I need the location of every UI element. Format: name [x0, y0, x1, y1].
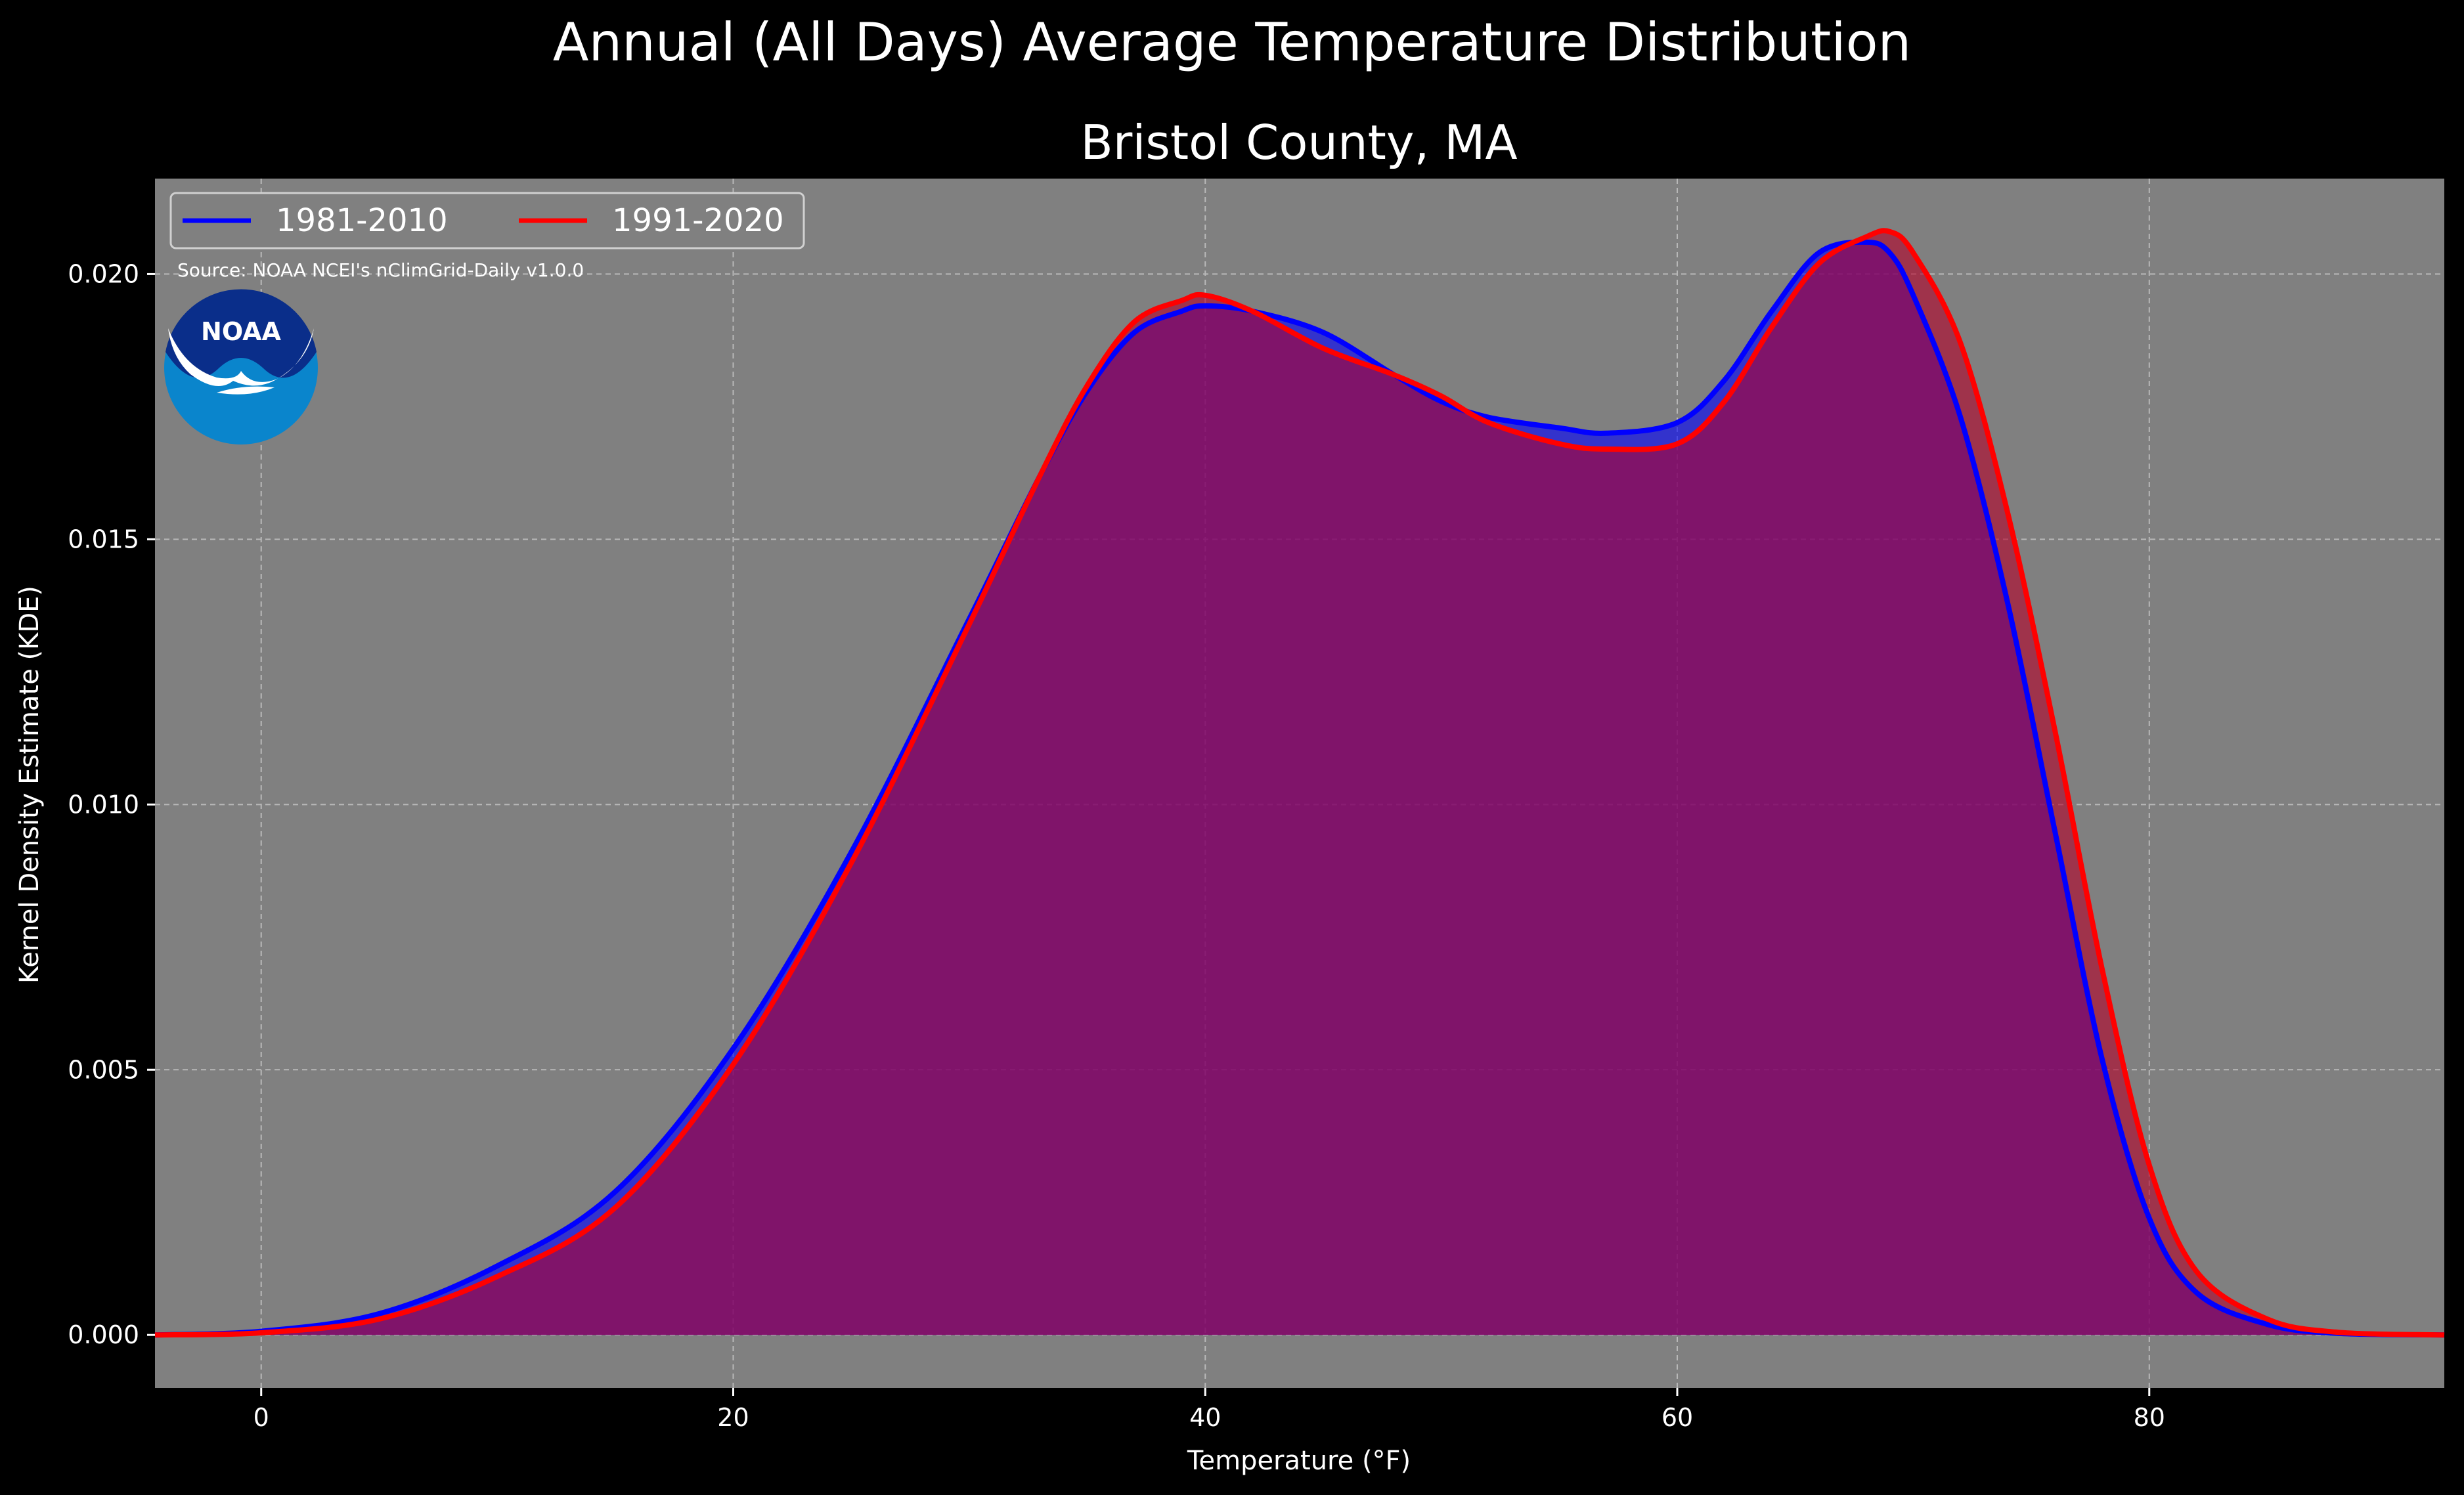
y-tick-label-3: 0.015	[68, 525, 139, 553]
area-1991-2020	[155, 230, 2444, 1335]
x-axis-ticks: 0 20 40 60 80	[253, 1388, 2165, 1432]
x-tick-label-0: 0	[253, 1403, 269, 1432]
logo-gull-tail	[217, 386, 275, 395]
line-1991-2020	[154, 228, 2445, 1338]
x-tick-label-1: 20	[717, 1403, 749, 1432]
density-areas	[155, 230, 2444, 1335]
chart-suptitle: Annual (All Days) Average Temperature Di…	[553, 12, 1911, 73]
density-lines	[154, 228, 2445, 1338]
x-axis-label: Temperature (°F)	[1187, 1446, 1411, 1476]
noaa-logo: NOAA	[164, 289, 318, 444]
y-tick-label-2: 0.010	[68, 790, 139, 819]
logo-gull	[168, 328, 314, 386]
logo-upper-disc	[165, 289, 317, 378]
y-axis-label: Kernel Density Estimate (KDE)	[14, 586, 45, 984]
legend: 1981-2010 1991-2020	[169, 192, 805, 249]
x-tick-label-3: 60	[1661, 1403, 1693, 1432]
x-tick-label-2: 40	[1189, 1403, 1221, 1432]
y-tick-label-1: 0.005	[68, 1055, 139, 1084]
logo-text: NOAA	[201, 317, 281, 346]
legend-frame	[169, 192, 805, 249]
y-tick-label-0: 0.000	[68, 1320, 139, 1349]
y-axis-ticks: 0.000 0.005 0.010 0.015 0.020	[68, 259, 155, 1349]
legend-label-1991-2020: 1991-2020	[612, 202, 784, 239]
legend-label-1981-2010: 1981-2010	[276, 202, 448, 239]
chart-subtitle: Bristol County, MA	[1080, 115, 1517, 170]
source-annotation: Source: NOAA NCEI's nClimGrid-Daily v1.0…	[177, 259, 584, 281]
line-1981-2010	[154, 239, 2445, 1338]
y-tick-label-4: 0.020	[68, 259, 139, 288]
x-tick-label-4: 80	[2134, 1403, 2165, 1432]
